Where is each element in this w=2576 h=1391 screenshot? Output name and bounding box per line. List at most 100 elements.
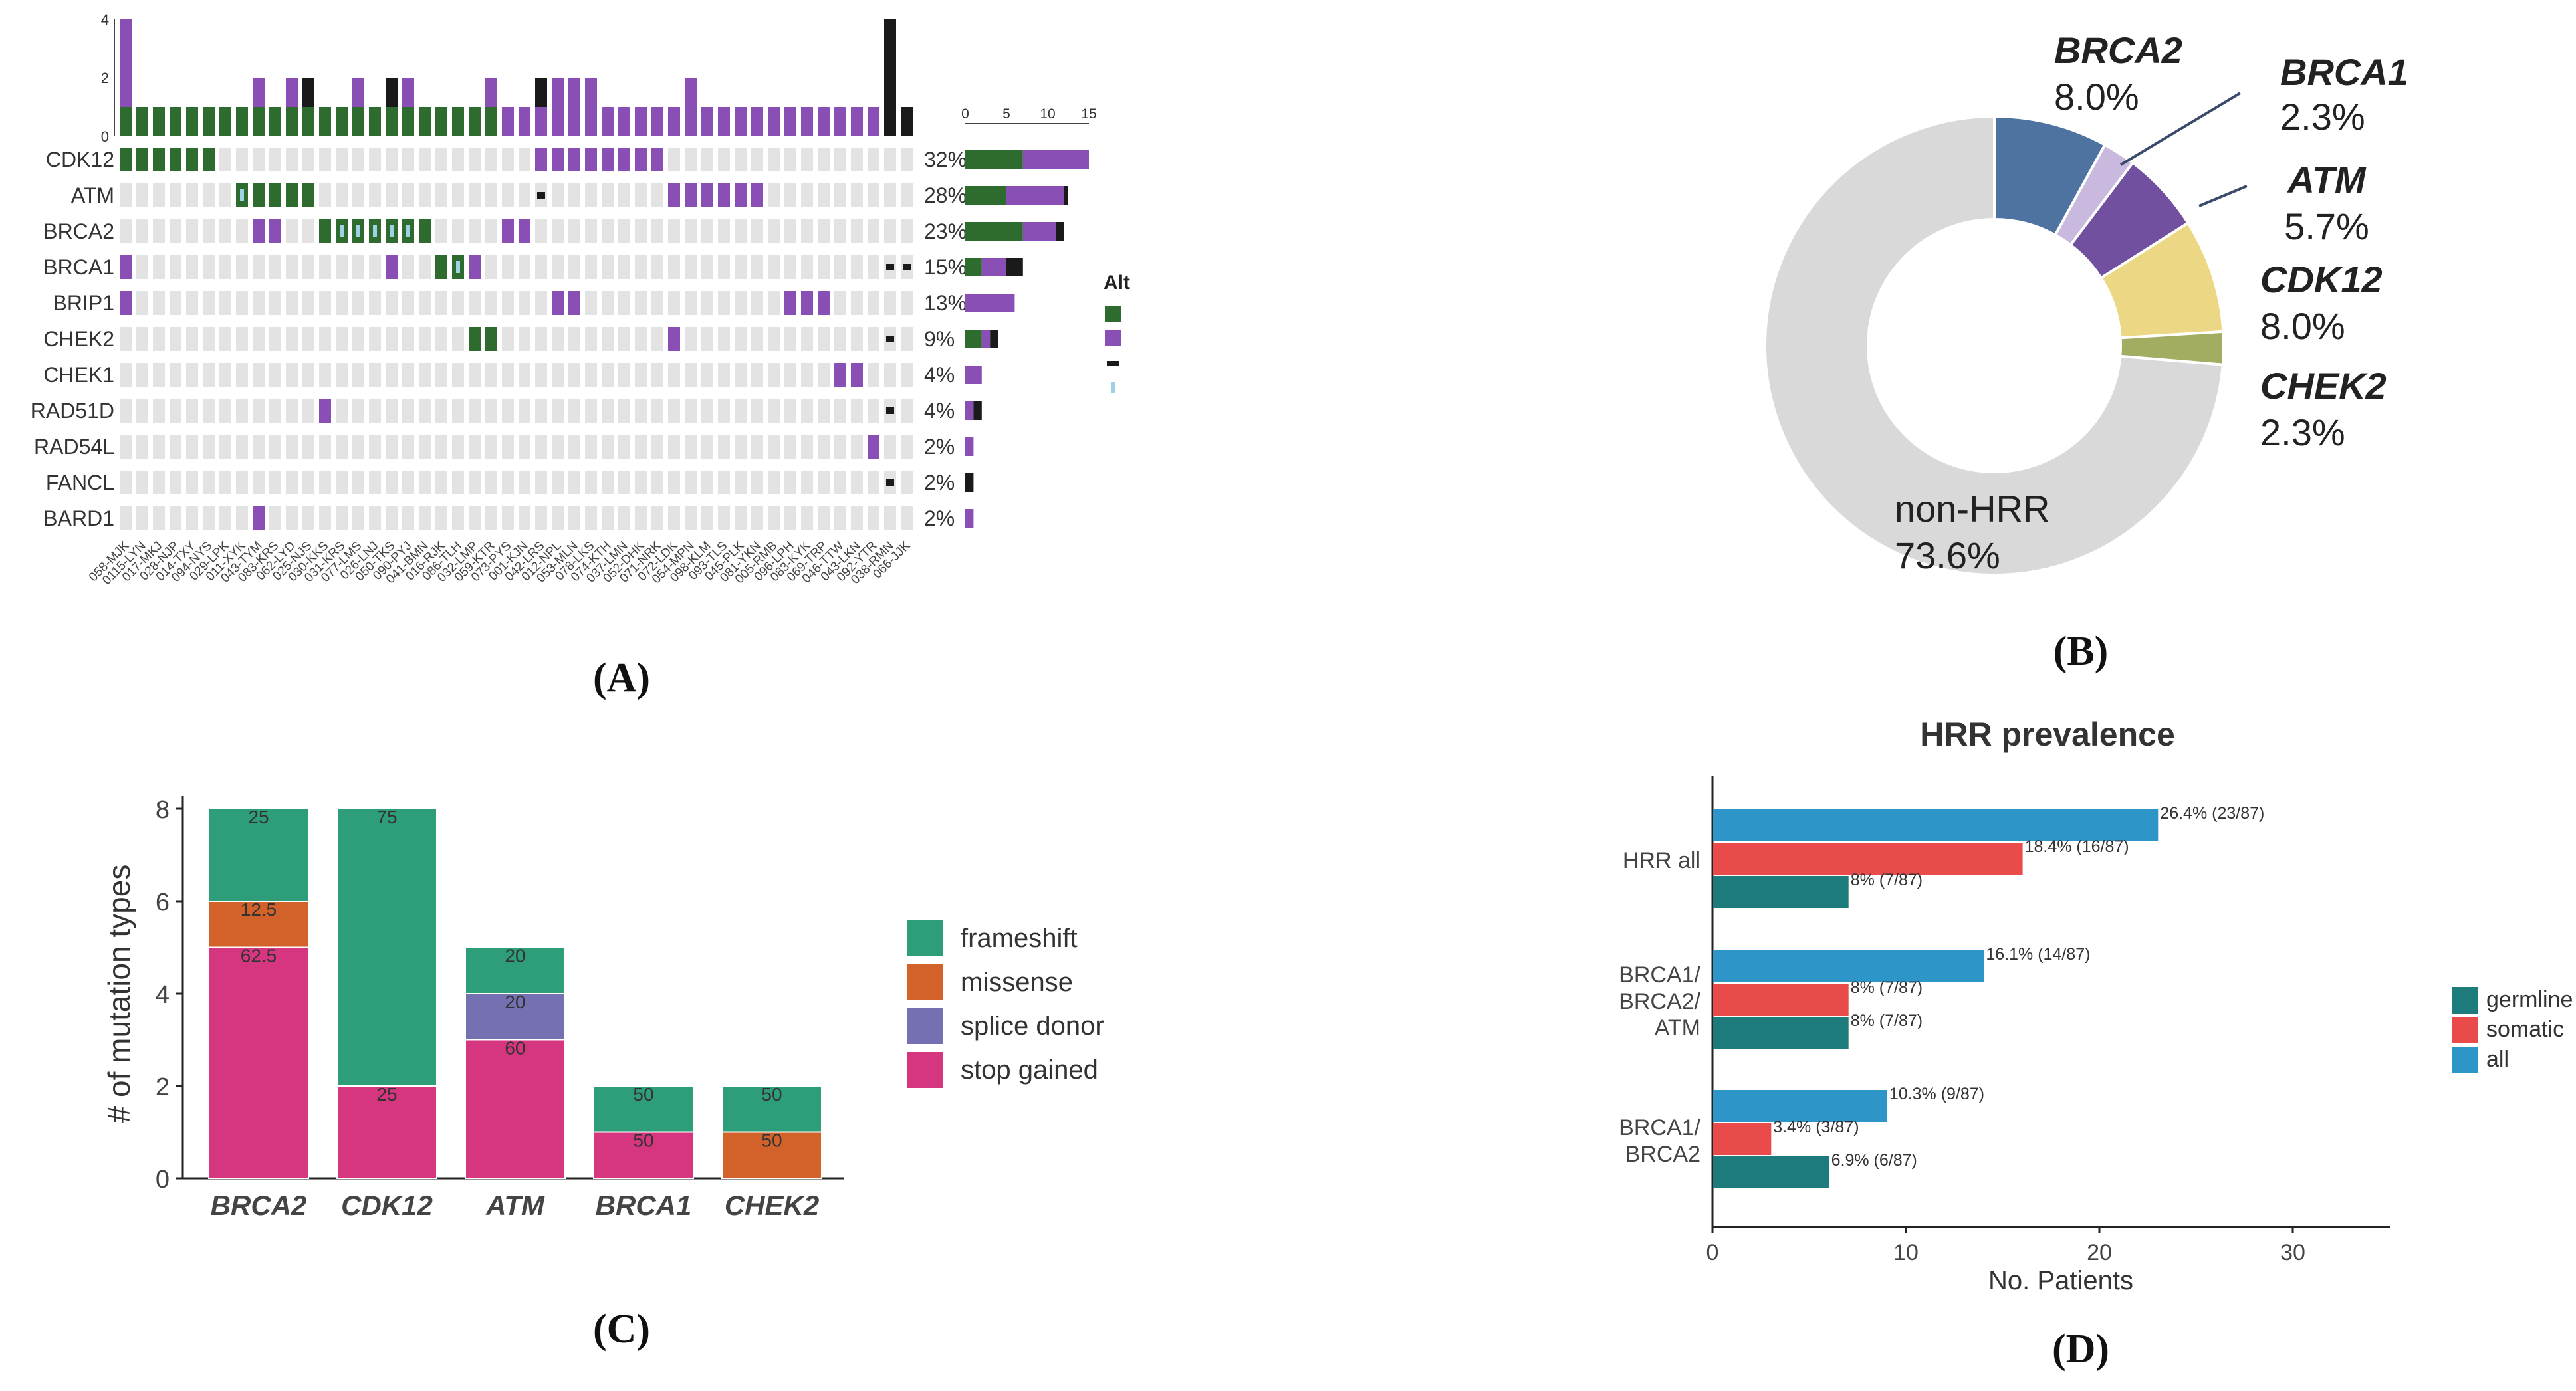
grid-cell: [602, 435, 614, 459]
germline-mark: [356, 225, 360, 237]
grid-cell: [136, 471, 148, 494]
grid-cell: [402, 399, 414, 423]
gene-percent: 2%: [924, 506, 955, 530]
grid-cell: [535, 291, 547, 315]
top-bar-segment: [153, 107, 165, 136]
grid-cell: [302, 327, 314, 351]
grid-cell: [435, 435, 447, 459]
vus-cell: [784, 291, 796, 315]
grid-cell: [784, 219, 796, 243]
grid-cell: [336, 399, 348, 423]
grid-cell: [851, 148, 863, 171]
grid-cell: [469, 471, 481, 494]
panel-label-b: (B): [2053, 629, 2109, 674]
d-y-tick-label: ATM: [1655, 1016, 1700, 1041]
slice-label: ATM: [2286, 159, 2366, 201]
d-bar-label: 8% (7/87): [1851, 871, 1923, 889]
grid-cell: [751, 255, 763, 279]
grid-cell: [535, 471, 547, 494]
grid-cell: [618, 363, 630, 387]
d-legend-label: germline: [2486, 987, 2573, 1012]
top-bar-segment: [685, 78, 697, 136]
c-y-tick-label: 0: [156, 1166, 170, 1194]
grid-cell: [352, 471, 364, 494]
grid-cell: [901, 291, 913, 315]
grid-cell: [651, 255, 663, 279]
grid-cell: [502, 471, 514, 494]
grid-cell: [219, 219, 231, 243]
grid-cell: [419, 183, 431, 207]
d-y-tick-label: BRCA2/: [1619, 989, 1700, 1014]
grid-cell: [768, 148, 780, 171]
deleterious-cell: [319, 219, 331, 243]
gene-label: RAD54L: [34, 435, 114, 459]
deleterious-cell: [302, 183, 314, 207]
grid-cell: [319, 363, 331, 387]
vus-cell: [668, 183, 680, 207]
grid-cell: [735, 291, 747, 315]
top-bar-segment: [834, 107, 846, 136]
grid-cell: [868, 327, 879, 351]
top-bar-segment: [170, 107, 181, 136]
d-x-tick-label: 10: [1893, 1240, 1919, 1265]
grid-cell: [219, 255, 231, 279]
grid-cell: [801, 399, 813, 423]
grid-cell: [485, 291, 497, 315]
grid-cell: [319, 183, 331, 207]
grid-cell: [901, 183, 913, 207]
grid-cell: [768, 255, 780, 279]
grid-cell: [685, 435, 697, 459]
d-bar: [1713, 1090, 1887, 1122]
grid-cell: [402, 255, 414, 279]
vus-cell: [651, 148, 663, 171]
grid-cell: [352, 363, 364, 387]
top-bar-segment: [535, 78, 547, 107]
side-bar-segment: [965, 401, 974, 420]
vus-cell: [502, 219, 514, 243]
grid-cell: [535, 327, 547, 351]
grid-cell: [552, 471, 564, 494]
grid-cell: [136, 291, 148, 315]
grid-cell: [651, 363, 663, 387]
grid-cell: [186, 183, 198, 207]
grid-cell: [602, 183, 614, 207]
grid-cell: [884, 183, 896, 207]
grid-cell: [834, 255, 846, 279]
grid-cell: [585, 327, 597, 351]
grid-cell: [602, 327, 614, 351]
grid-cell: [768, 435, 780, 459]
d-legend-swatch: [2452, 1047, 2478, 1073]
d-x-tick-label: 20: [2087, 1240, 2112, 1265]
grid-cell: [302, 399, 314, 423]
grid-cell: [219, 399, 231, 423]
grid-cell: [718, 506, 730, 530]
gene-label: BARD1: [43, 506, 114, 530]
grid-cell: [784, 399, 796, 423]
grid-cell: [901, 435, 913, 459]
grid-cell: [784, 255, 796, 279]
grid-cell: [386, 471, 398, 494]
grid-cell: [136, 183, 148, 207]
d-y-tick-label: BRCA2: [1625, 1142, 1700, 1167]
grid-cell: [286, 255, 298, 279]
grid-cell: [768, 183, 780, 207]
grid-cell: [170, 219, 181, 243]
grid-cell: [884, 219, 896, 243]
grid-cell: [635, 219, 647, 243]
c-legend-swatch: [907, 964, 943, 1000]
grid-cell: [170, 435, 181, 459]
top-bar-segment: [419, 107, 431, 136]
gene-label: CHEK2: [43, 327, 114, 351]
grid-cell: [269, 506, 281, 530]
d-bar-label: 10.3% (9/87): [1889, 1085, 1984, 1103]
d-legend-label: somatic: [2486, 1017, 2564, 1042]
grid-cell: [253, 435, 265, 459]
grid-cell: [901, 148, 913, 171]
grid-cell: [452, 435, 464, 459]
gene-percent: 15%: [924, 255, 967, 279]
grid-cell: [602, 219, 614, 243]
vus-cell: [668, 327, 680, 351]
grid-cell: [336, 471, 348, 494]
grid-cell: [469, 148, 481, 171]
grid-cell: [651, 399, 663, 423]
